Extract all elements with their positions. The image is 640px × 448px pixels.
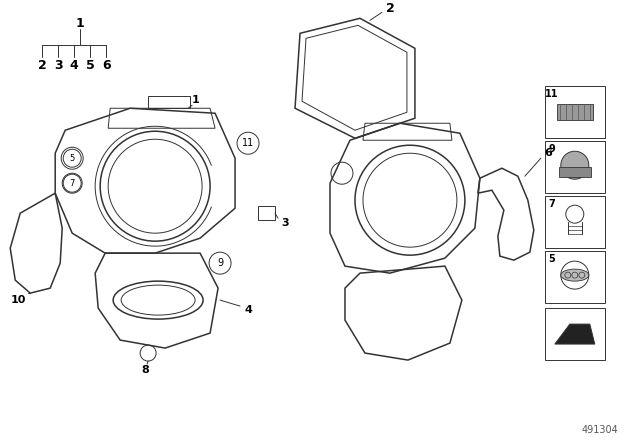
Text: 8: 8 [141,365,149,375]
Text: 6: 6 [102,59,111,72]
Text: 2: 2 [385,2,394,15]
Bar [545,251,605,303]
Text: 3: 3 [281,218,289,228]
Text: 3: 3 [54,59,63,72]
Text: 491304: 491304 [581,425,618,435]
Bar [545,86,605,138]
Text: 9: 9 [548,144,555,154]
Text: 11: 11 [545,89,559,99]
Bar [545,308,605,360]
Text: 10: 10 [10,295,26,305]
Text: 9: 9 [217,258,223,268]
Bar [545,196,605,248]
Bar [545,141,605,193]
Bar [557,104,593,120]
Text: 11: 11 [242,138,254,148]
Text: 6: 6 [544,148,552,158]
Bar [559,167,591,177]
Text: 5: 5 [86,59,95,72]
Polygon shape [555,324,595,344]
Text: 1: 1 [191,95,199,105]
Text: 7: 7 [548,199,555,209]
Ellipse shape [561,269,589,281]
Text: 4: 4 [70,59,79,72]
Text: 1: 1 [76,17,84,30]
Circle shape [561,151,589,179]
Text: 2: 2 [38,59,47,72]
Text: 5: 5 [548,254,555,264]
Text: 4: 4 [244,305,252,315]
Text: 7: 7 [70,179,75,188]
Text: 5: 5 [70,154,75,163]
